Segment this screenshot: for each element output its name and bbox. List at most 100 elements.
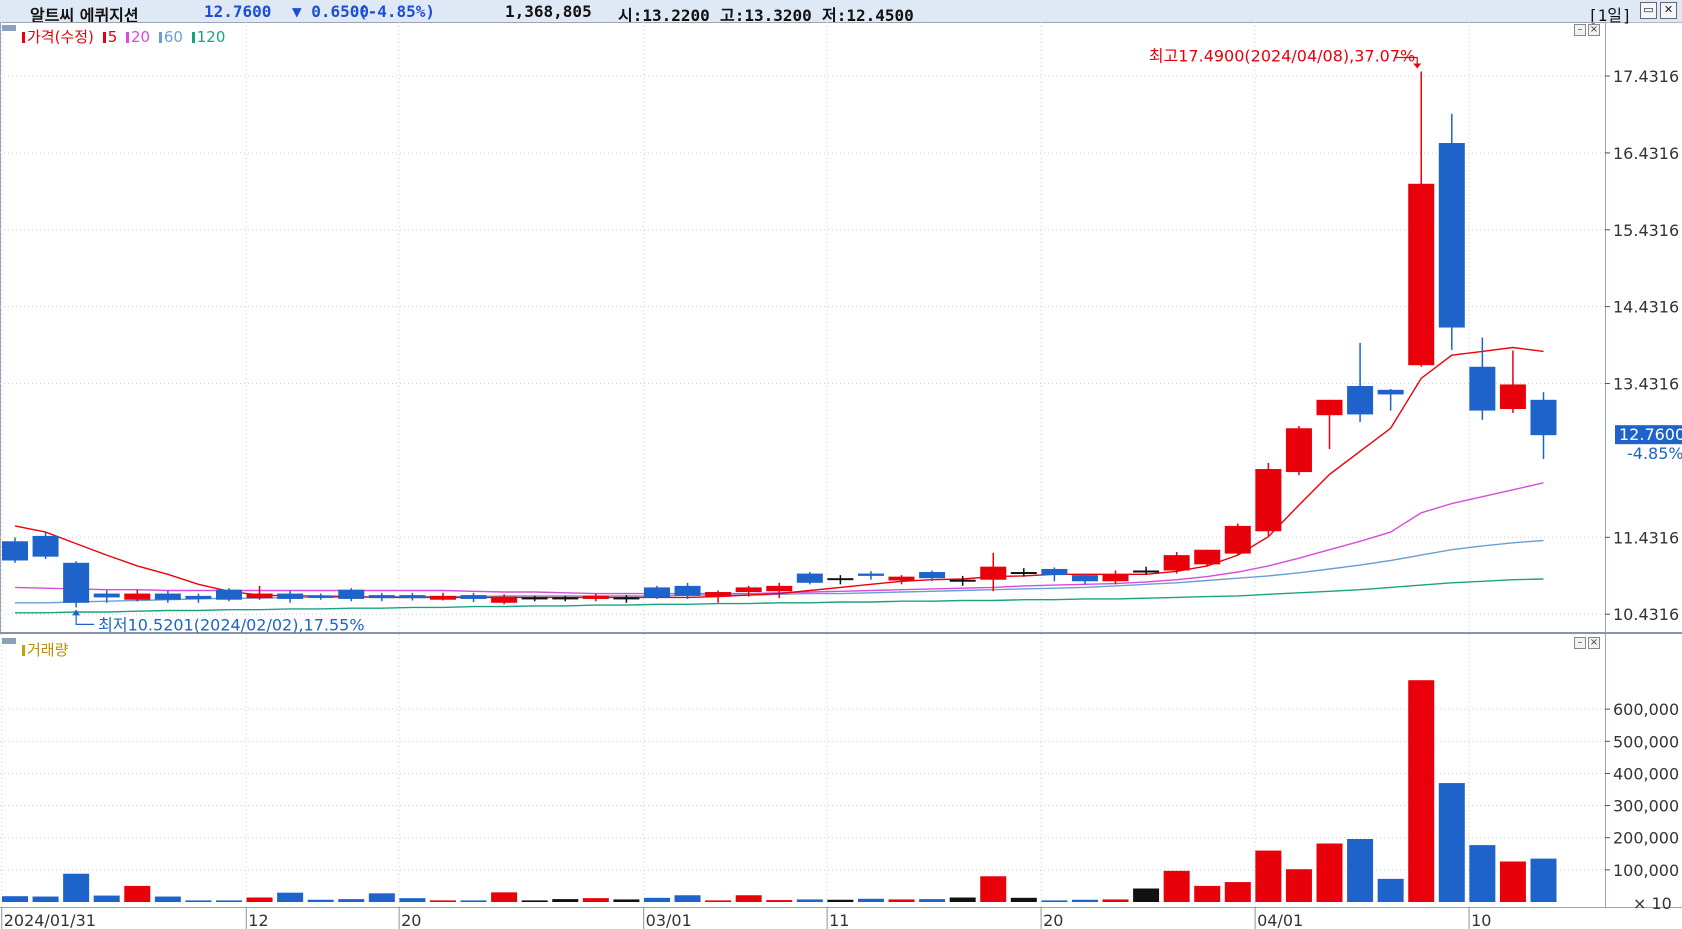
candle <box>1194 549 1221 567</box>
stock-chart[interactable]: 17.4316 16.4316 15.4316 14.4316 13.4316 11.43… <box>0 22 1682 929</box>
candle-body <box>1285 428 1312 473</box>
volume-bar <box>1041 900 1068 902</box>
price-panel-frame <box>0 22 1606 633</box>
candle-body <box>338 589 365 599</box>
candle-body <box>735 587 762 593</box>
candle-body <box>277 593 304 599</box>
candle <box>1041 567 1068 582</box>
volume-panel-buttons[interactable]: – × <box>1572 637 1600 649</box>
candle <box>185 593 212 603</box>
candle-body <box>154 593 181 600</box>
x-tick-label: 03/01 <box>646 911 692 929</box>
volume-bar <box>1377 878 1404 902</box>
candle <box>705 590 732 603</box>
candle-body <box>1071 575 1098 582</box>
volume-panel-handle[interactable] <box>2 638 16 644</box>
candle <box>980 552 1007 592</box>
candle <box>827 575 854 585</box>
low-annotation: 최저10.5201(2024/02/02),17.55% <box>98 615 364 634</box>
volume-bar <box>1530 858 1557 902</box>
x-tick-label: 12 <box>248 911 268 929</box>
close-icon: × <box>1588 637 1600 649</box>
candle-body <box>1530 399 1557 436</box>
candle-body <box>32 535 59 557</box>
volume-bar <box>1102 899 1129 902</box>
candle <box>1469 337 1496 420</box>
legend-ma20: 20 <box>126 28 152 46</box>
volume-tick-label: 400,000 <box>1613 764 1679 783</box>
candle <box>735 585 762 597</box>
ma120-line <box>15 578 1544 614</box>
candle <box>613 595 640 603</box>
volume-bar <box>307 899 334 902</box>
low-price: 저:12.4500 <box>822 6 914 25</box>
candle-body <box>429 595 456 600</box>
candle <box>1285 425 1312 476</box>
current-price: 12.7600 <box>204 2 272 21</box>
volume-unit-label: × 10 <box>1633 894 1672 913</box>
current-rate-label: -4.85% <box>1627 444 1682 463</box>
candle <box>1010 568 1037 577</box>
candle <box>643 585 670 599</box>
restore-icon[interactable]: ▭ <box>1640 2 1657 19</box>
volume-bar <box>643 897 670 902</box>
candle <box>1530 392 1557 460</box>
price-tick-label: 13.4316 <box>1613 375 1679 394</box>
candle <box>124 589 151 602</box>
x-tick-label: 2024/01/31 <box>4 911 96 929</box>
volume-bar <box>63 873 90 902</box>
volume-bar <box>277 892 304 902</box>
candle-body <box>307 595 334 598</box>
minimize-icon: – <box>1574 637 1586 649</box>
candle-body <box>857 573 884 576</box>
volume-bar <box>521 900 548 902</box>
candle <box>1316 399 1343 450</box>
candle-body <box>368 595 395 599</box>
candle-body <box>888 576 915 581</box>
x-tick-label: 20 <box>401 911 421 929</box>
volume-bar <box>857 898 884 902</box>
candle-body <box>1499 384 1526 410</box>
volume-bar <box>124 885 151 902</box>
candle-body <box>1133 570 1160 573</box>
candle <box>429 592 456 601</box>
close-icon[interactable]: ✕ <box>1660 2 1677 19</box>
low-arrow-head <box>72 609 81 616</box>
candle <box>857 571 884 580</box>
candle <box>1071 573 1098 585</box>
candle-body <box>521 597 548 600</box>
current-price-box <box>1615 425 1682 445</box>
candle <box>1224 523 1251 556</box>
volume-bar <box>399 898 426 902</box>
price-change: ▼ 0.6500 <box>292 2 370 21</box>
candle-body <box>827 578 854 581</box>
volume-bar <box>1316 843 1343 902</box>
change-rate: (-4.85%) <box>358 2 436 21</box>
price-panel-handle[interactable] <box>2 25 16 31</box>
candle <box>215 588 242 602</box>
price-panel-buttons[interactable]: – × <box>1572 24 1600 36</box>
period-selector[interactable]: [1일] <box>1588 6 1632 25</box>
low-arrow <box>75 611 95 625</box>
volume-bar <box>888 899 915 902</box>
candle-body <box>1010 572 1037 575</box>
candle <box>1499 350 1526 413</box>
volume-bar <box>1438 783 1465 902</box>
candle-body <box>491 596 518 603</box>
candle-body <box>980 566 1007 580</box>
candle <box>246 585 273 600</box>
volume-bar <box>766 900 793 902</box>
candle <box>582 593 609 602</box>
candle-body <box>613 597 640 600</box>
candle-body <box>124 593 151 600</box>
price-tick-label: 14.4316 <box>1613 298 1679 317</box>
candle-body <box>1255 469 1282 532</box>
candle <box>1163 552 1190 574</box>
volume-bar <box>460 900 487 902</box>
volume-legend: 거래량 <box>22 639 70 660</box>
candle-body <box>1316 399 1343 416</box>
candle-body <box>674 585 701 596</box>
open-price: 시:13.2200 <box>618 6 710 25</box>
candle-body <box>1377 389 1404 395</box>
candle-body <box>1347 385 1374 415</box>
